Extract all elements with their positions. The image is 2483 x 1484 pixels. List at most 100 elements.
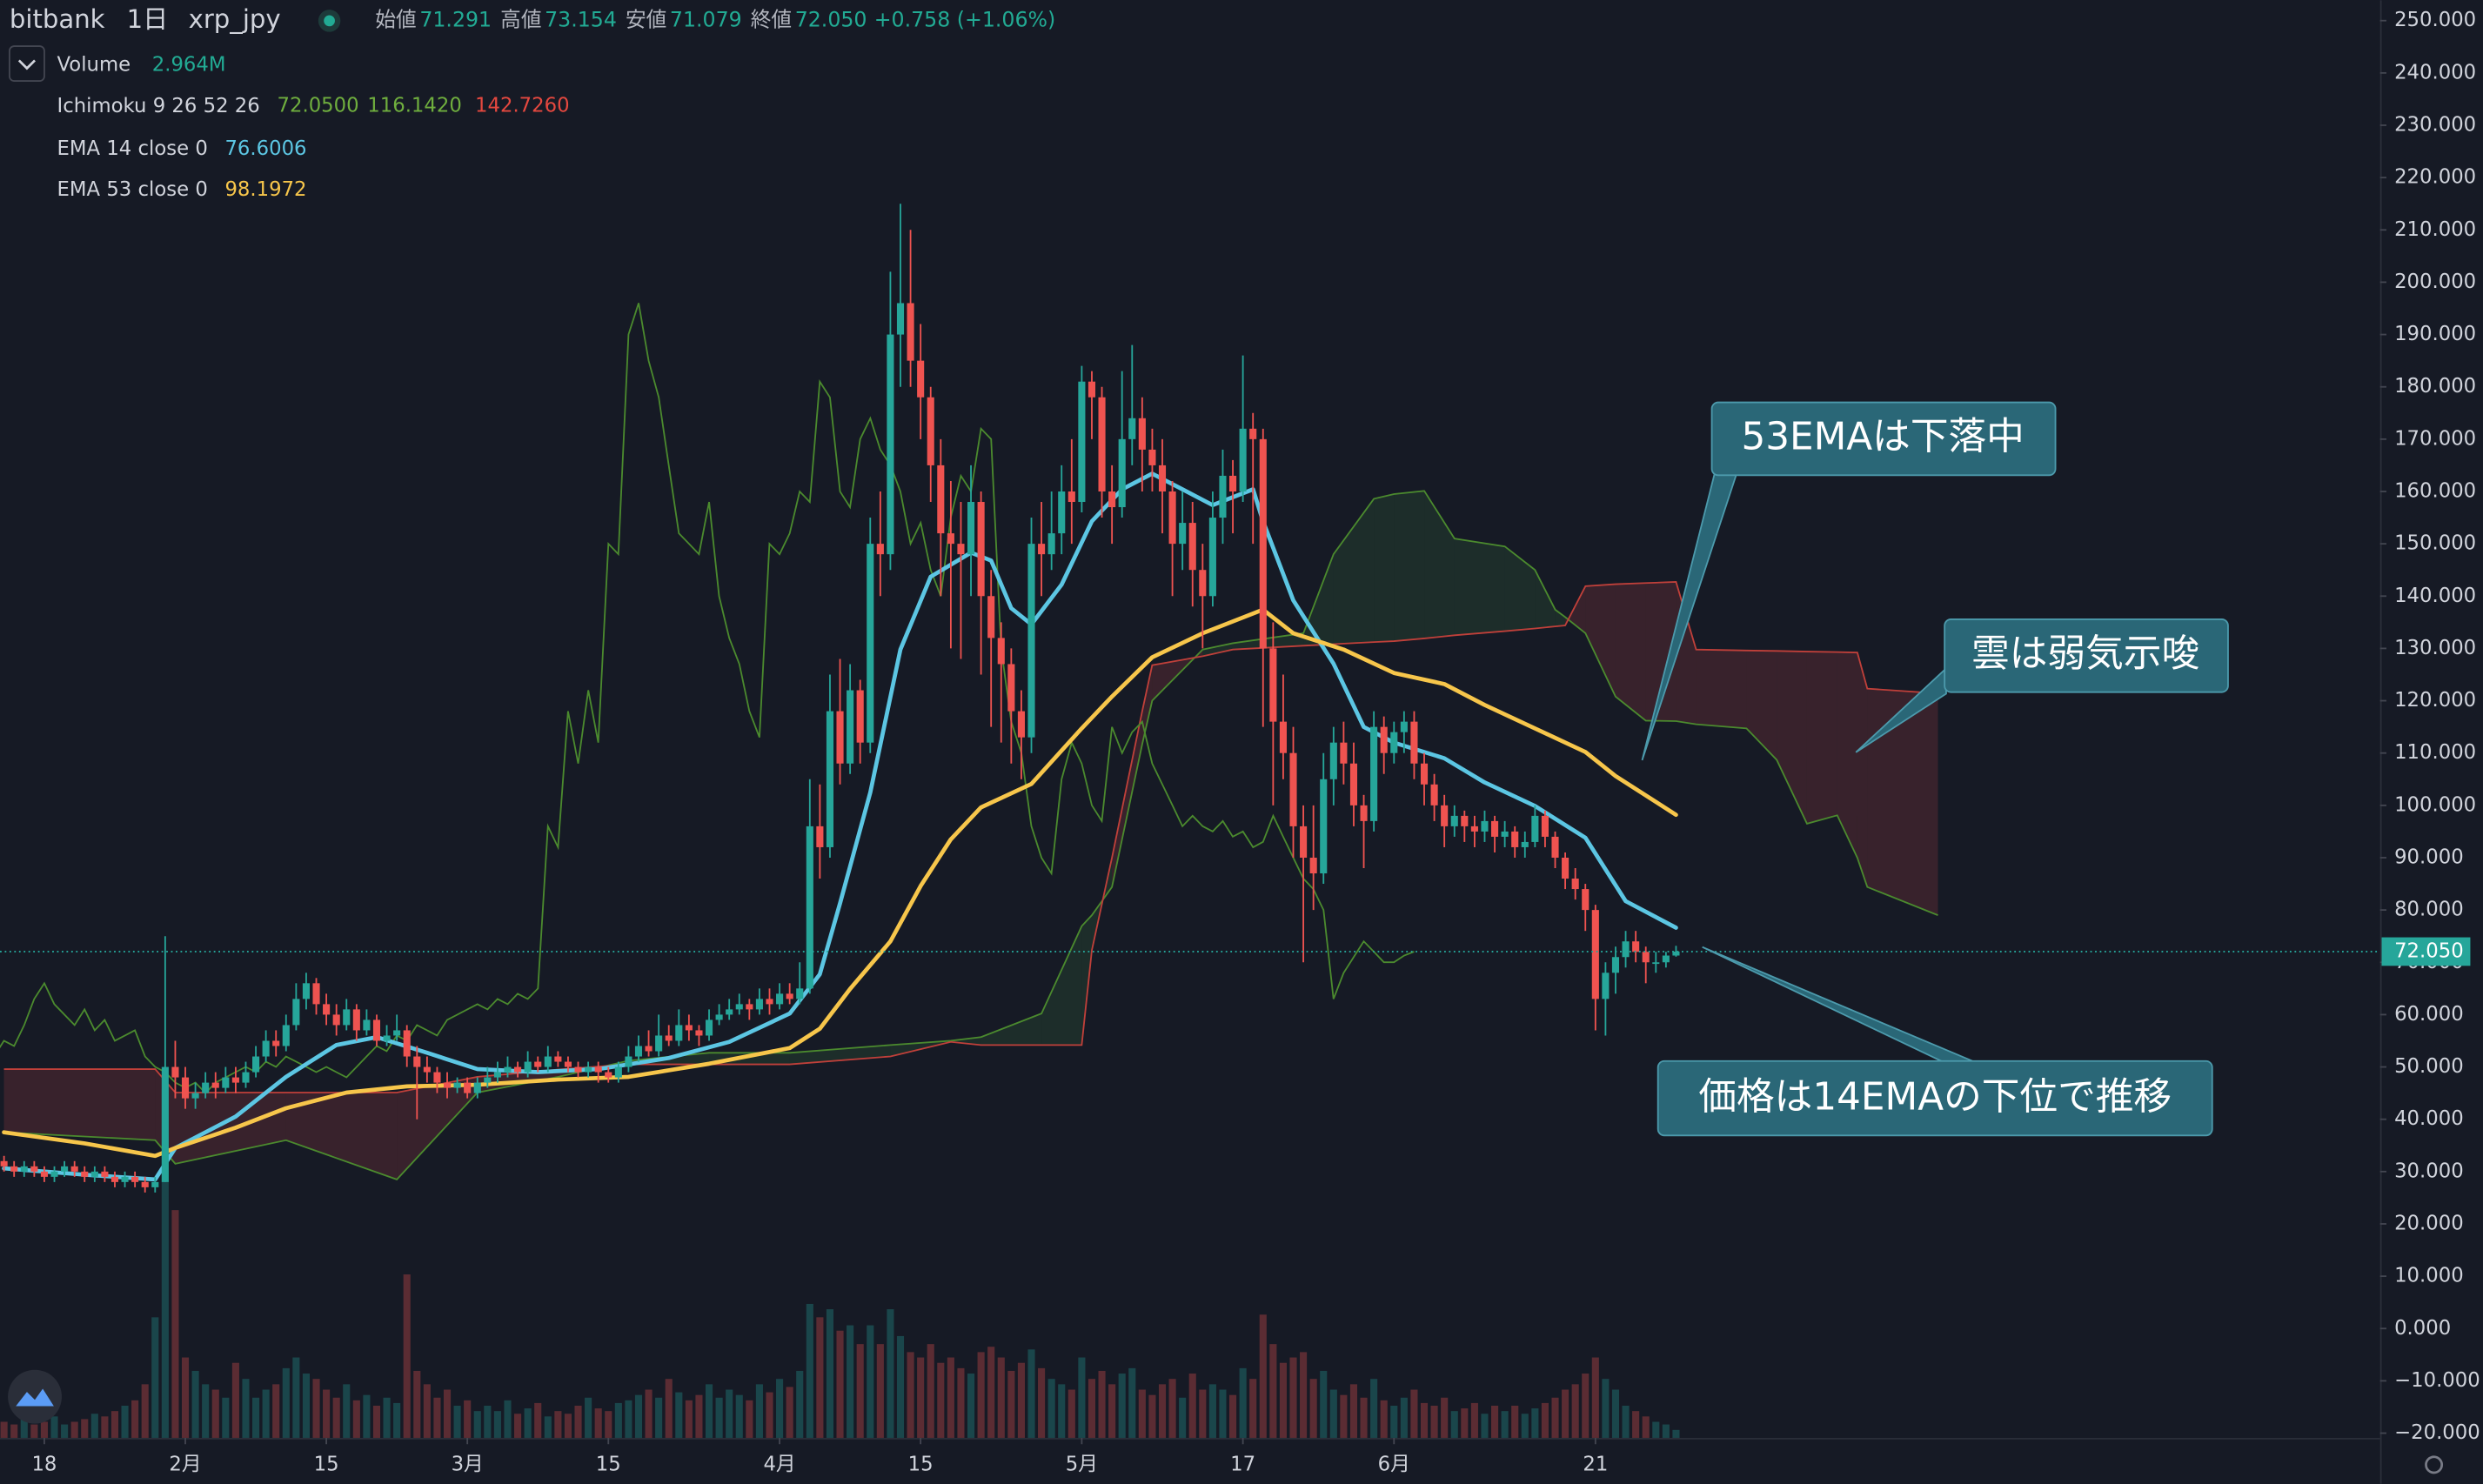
y-tick-label: 120.000 [2394, 689, 2476, 712]
cloud [1303, 554, 1334, 646]
cloud [1504, 546, 1536, 632]
x-tick-label: 15 [908, 1453, 934, 1475]
y-tick-label: 20.000 [2394, 1212, 2464, 1234]
legend-value: 76.6006 [224, 137, 306, 160]
volume-bar [191, 1370, 199, 1438]
cloud [1857, 652, 1868, 887]
x-tick-label: 18 [31, 1453, 57, 1475]
callout-box [1710, 401, 2057, 477]
candle-body [413, 1056, 421, 1067]
cloud [1696, 649, 1747, 729]
volume-bar [383, 1397, 391, 1438]
volume-bar [907, 1352, 914, 1438]
candle-body [665, 1035, 673, 1041]
candle-body [1038, 544, 1046, 555]
volume-bar [1188, 1374, 1196, 1438]
candle-body [1380, 726, 1388, 753]
candle-body [655, 1035, 663, 1052]
legend-name: EMA 53 close 0 [57, 178, 208, 201]
volume-bar [937, 1362, 945, 1438]
candle-body [110, 1176, 119, 1182]
y-tick-label: 240.000 [2394, 61, 2476, 84]
last-price-tag [2381, 937, 2471, 966]
volume-bar [1249, 1379, 1257, 1438]
volume-bar [1541, 1402, 1549, 1438]
cloud [1777, 651, 1807, 824]
volume-bar [1511, 1405, 1519, 1438]
candle-body [1370, 726, 1378, 821]
candle-body [876, 544, 884, 555]
volume-bar [1662, 1424, 1670, 1438]
candle-body [363, 1019, 371, 1031]
legend-param: 52 [204, 95, 229, 117]
candle-body [816, 826, 824, 847]
volume-bar [1450, 1411, 1458, 1438]
volume-bar [1329, 1389, 1337, 1438]
candle-body [927, 397, 934, 465]
candle-body [1228, 475, 1237, 491]
candle-body [1521, 841, 1529, 847]
volume-bar [1118, 1374, 1126, 1438]
volume-bar [352, 1400, 360, 1438]
y-tick-label: 50.000 [2394, 1055, 2464, 1078]
last-price-label: 72.050 [2394, 939, 2464, 962]
candle-body [544, 1056, 552, 1067]
candle-body [1249, 428, 1257, 439]
cloud [789, 1045, 891, 1065]
candle-body [282, 1025, 290, 1046]
candle-body [1067, 491, 1075, 503]
legend-param: 9 [153, 95, 165, 117]
volume-bar [121, 1405, 129, 1438]
y-tick-label: 10.000 [2394, 1265, 2464, 1287]
candle-body [1300, 826, 1308, 858]
callout-box [1944, 618, 2229, 693]
candle-body [403, 1030, 411, 1057]
candle-body [484, 1077, 492, 1083]
volume-bar [634, 1394, 643, 1438]
candle-body [614, 1066, 622, 1078]
volume-bar [90, 1414, 98, 1438]
candle-body [786, 993, 793, 999]
volume-bar [1108, 1384, 1116, 1438]
y-tick-label: 230.000 [2394, 113, 2476, 136]
volume-bar [10, 1424, 18, 1438]
y-tick-label: 60.000 [2394, 1003, 2464, 1026]
candle-body [1349, 763, 1358, 806]
annotation: 価格は14EMAの下位で推移 [1698, 1074, 2172, 1119]
volume-bar [1400, 1397, 1408, 1438]
candle-body [957, 544, 965, 555]
y-tick-label: −20.000 [2394, 1421, 2480, 1444]
annotation: 53EMAは下落中 [1741, 414, 2024, 458]
candle-body [1571, 879, 1579, 890]
volume-bar [323, 1389, 331, 1438]
plot-area [0, 204, 1938, 1438]
volume-bar [1521, 1414, 1529, 1438]
volume-bar [1088, 1379, 1096, 1438]
candle-body [393, 1030, 401, 1036]
candle-body [302, 983, 310, 999]
y-tick-label: 250.000 [2394, 9, 2476, 31]
volume-bar [1208, 1384, 1216, 1438]
candle-body [1531, 815, 1539, 842]
volume-bar [343, 1384, 351, 1438]
cloud [1232, 632, 1304, 650]
volume-bar [594, 1408, 602, 1438]
volume-bar [625, 1400, 632, 1438]
logo[interactable] [8, 1369, 62, 1424]
candle-body [1269, 648, 1277, 722]
candle-body [493, 1072, 501, 1078]
candle-body [272, 1040, 280, 1046]
candle-body [594, 1066, 602, 1073]
volume-bar [1279, 1362, 1287, 1438]
collapse-button[interactable] [9, 45, 45, 82]
volume-bar [957, 1367, 965, 1438]
settings-icon[interactable] [2425, 1455, 2444, 1474]
candle-body [473, 1082, 481, 1093]
candle-body [1158, 465, 1167, 491]
candle-body [231, 1077, 239, 1083]
ohlc-label: 高値 [500, 7, 541, 31]
volume-bar [1228, 1394, 1237, 1438]
candle-body [564, 1061, 572, 1067]
cloud [1374, 493, 1395, 643]
candle-body [211, 1082, 219, 1088]
